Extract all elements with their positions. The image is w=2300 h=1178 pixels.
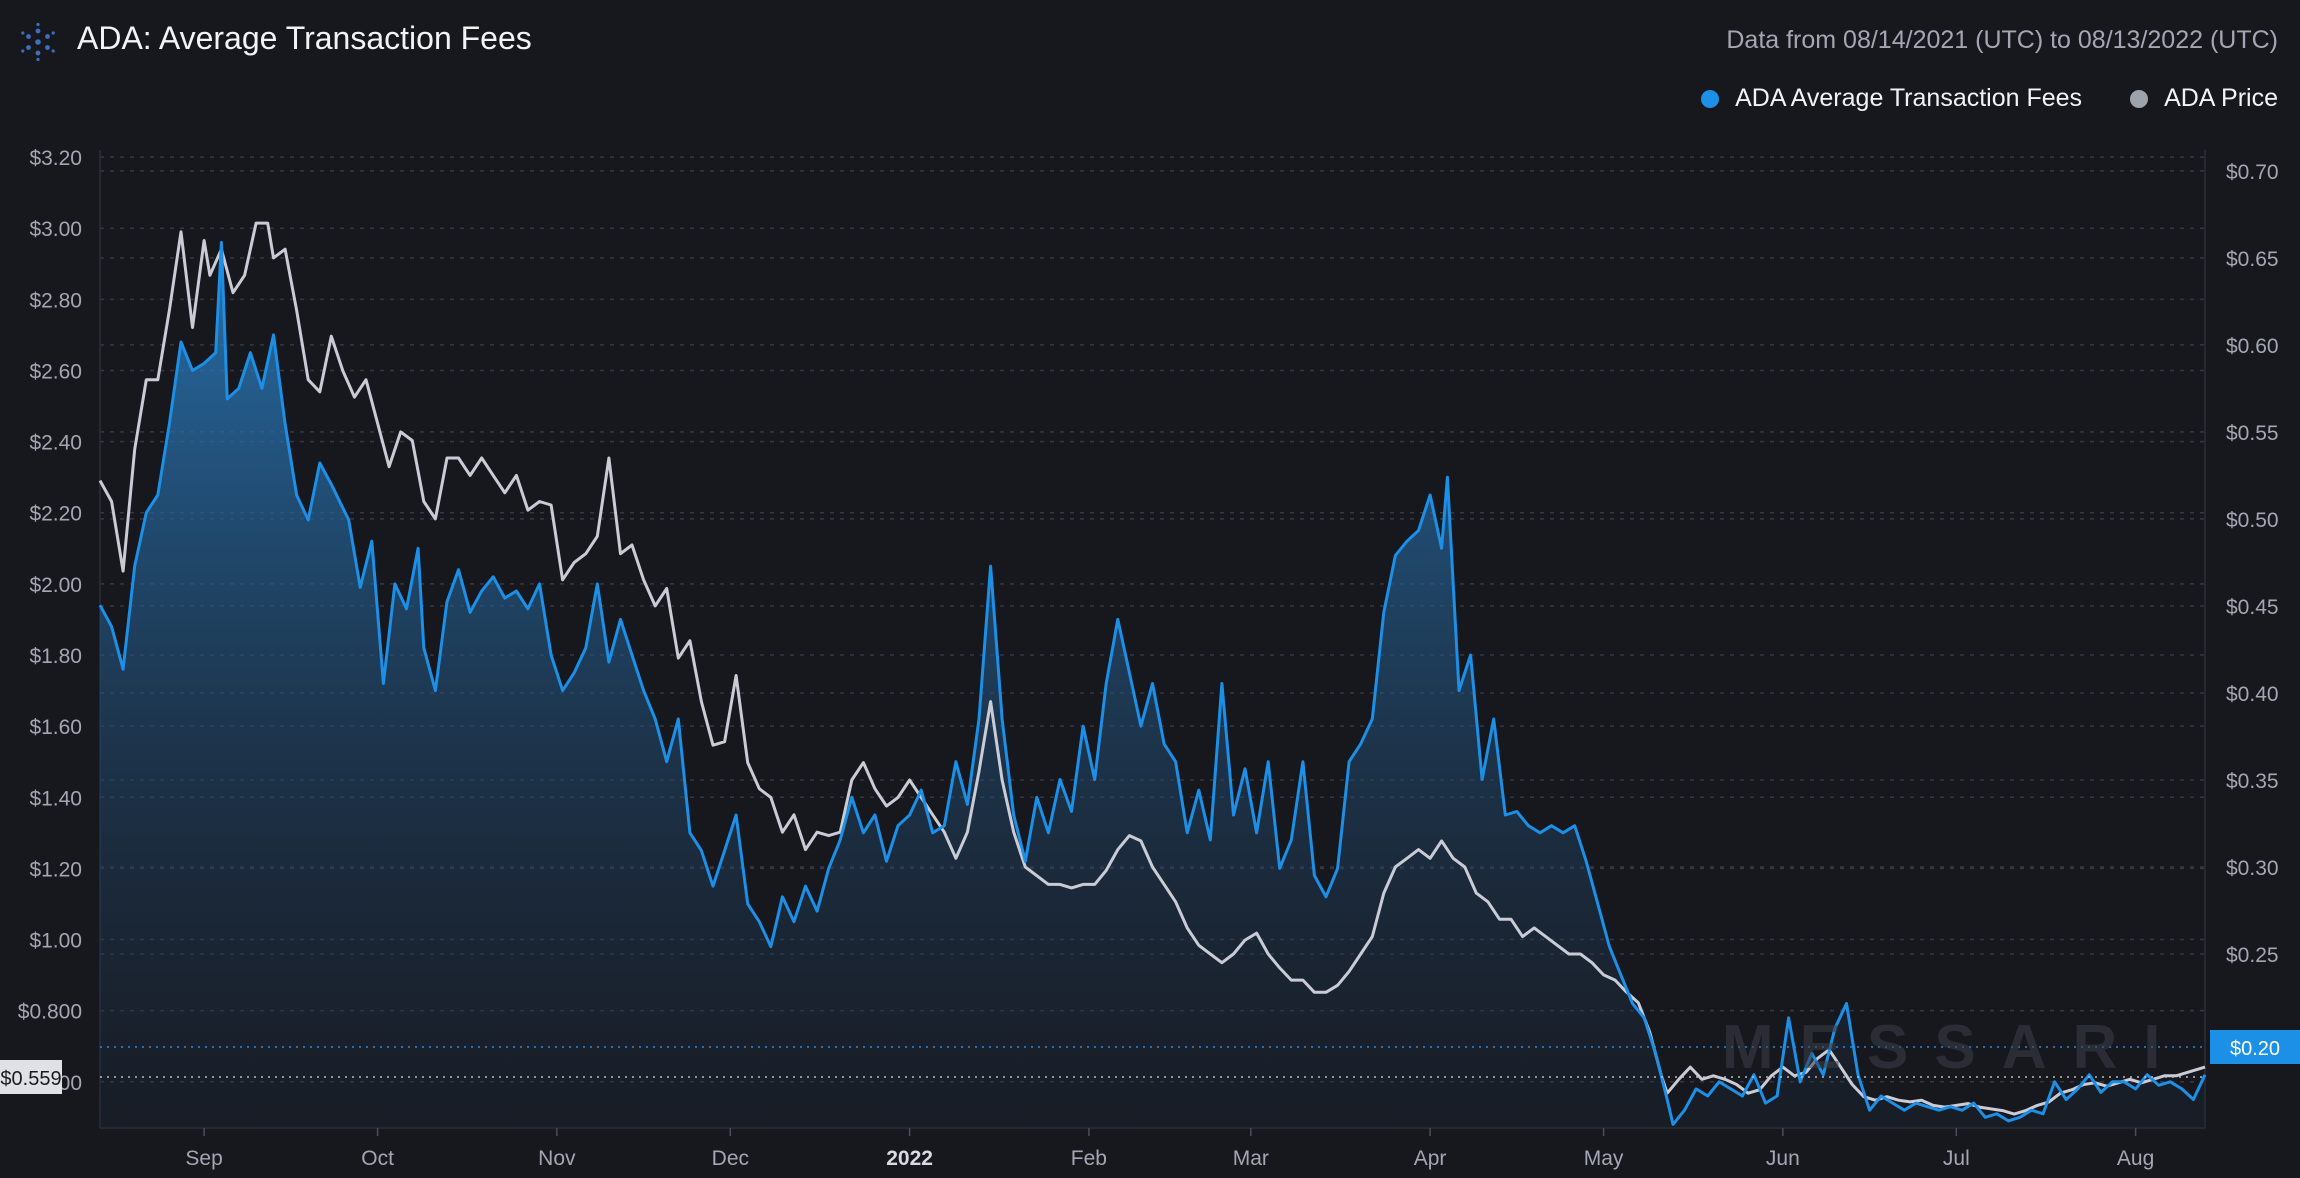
x-tick-label: May <box>1584 1147 1624 1170</box>
x-tick-label: Apr <box>1414 1147 1447 1170</box>
x-tick-label: Jul <box>1943 1147 1970 1170</box>
price-last-value-box <box>2210 1030 2300 1064</box>
y-right-tick-label: $0.25 <box>2226 944 2279 967</box>
x-tick-label: Nov <box>538 1147 576 1170</box>
cardano-logo-icon <box>21 22 55 62</box>
date-range-label: Data from 08/14/2021 (UTC) to 08/13/2022… <box>1726 26 2278 54</box>
fees-series-line <box>98 241 2207 1126</box>
x-tick-label: Sep <box>185 1147 222 1170</box>
x-tick-label: Oct <box>361 1147 394 1170</box>
y-right-tick-label: $0.50 <box>2226 509 2279 532</box>
x-tick-label: Feb <box>1071 1147 1107 1170</box>
y-axis-right: $0.25 $0.30 $0.35 $0.40 $0.45 $0.50 $0.55 $0.60… <box>2226 161 2279 967</box>
y-left-tick-label: $3.00 <box>29 218 82 241</box>
price-series-line <box>98 221 2206 1116</box>
chart-legend: ADA Average Transaction Fees ADA Price <box>1653 84 2278 113</box>
y-right-tick-label: $0.70 <box>2226 161 2279 184</box>
y-right-tick-label: $0.60 <box>2226 335 2279 358</box>
y-left-tick-label: $2.00 <box>29 574 82 597</box>
y-left-tick-label: $1.80 <box>29 645 82 668</box>
last-value-flags: $0.559 $0.20 <box>0 1030 2300 1094</box>
legend-item-price[interactable]: ADA Price <box>2130 84 2278 113</box>
y-right-tick-label: $0.40 <box>2226 683 2279 706</box>
chart-header: ADA: Average Transaction Fees Data from … <box>0 0 2300 150</box>
y-left-tick-label: $2.20 <box>29 503 82 526</box>
y-left-tick-label: $1.40 <box>29 787 82 810</box>
fees-last-value-box <box>0 1060 62 1094</box>
x-tick-label: Jun <box>1766 1147 1800 1170</box>
legend-dot-fees <box>1701 89 1720 108</box>
watermark: MESSARI <box>1722 1013 2187 1082</box>
chart-title: ADA: Average Transaction Fees <box>77 20 532 56</box>
x-tick-label: 2022 <box>886 1147 933 1170</box>
x-tick-label: Dec <box>712 1147 749 1170</box>
x-axis: Sep Oct Nov Dec 2022 Feb Mar Apr May Jun Jul Aug <box>185 1128 2154 1170</box>
y-left-tick-label: $2.40 <box>29 432 82 455</box>
legend-label-price: ADA Price <box>2164 84 2278 112</box>
price-last-value-label: $0.20 <box>2230 1038 2280 1060</box>
y-left-tick-label: $1.20 <box>29 858 82 881</box>
y-right-tick-label: $0.55 <box>2226 422 2279 445</box>
y-left-tick-label: $2.60 <box>29 360 82 383</box>
legend-label-fees: ADA Average Transaction Fees <box>1735 84 2083 112</box>
fees-last-value-label: $0.559 <box>0 1068 61 1090</box>
x-tick-label: Mar <box>1233 1147 1269 1170</box>
y-right-tick-label: $0.30 <box>2226 857 2279 880</box>
series-lines <box>98 221 2207 1126</box>
y-left-tick-label: $0.800 <box>18 1001 82 1024</box>
legend-dot-price <box>2130 89 2149 108</box>
y-left-tick-label: $3.20 <box>29 147 82 170</box>
y-left-tick-label: $2.80 <box>29 289 82 312</box>
y-right-tick-label: $0.35 <box>2226 770 2279 793</box>
y-left-tick-label: $1.00 <box>29 930 82 953</box>
y-axis-left: $0.600$0.800$1.00$1.20$1.40$1.60$1.80$2.… <box>18 147 82 1095</box>
y-right-tick-label: $0.65 <box>2226 248 2279 271</box>
legend-item-fees[interactable]: ADA Average Transaction Fees <box>1701 84 2082 113</box>
x-tick-label: Aug <box>2117 1147 2154 1170</box>
y-left-tick-label: $1.60 <box>29 716 82 739</box>
y-right-tick-label: $0.45 <box>2226 596 2279 619</box>
